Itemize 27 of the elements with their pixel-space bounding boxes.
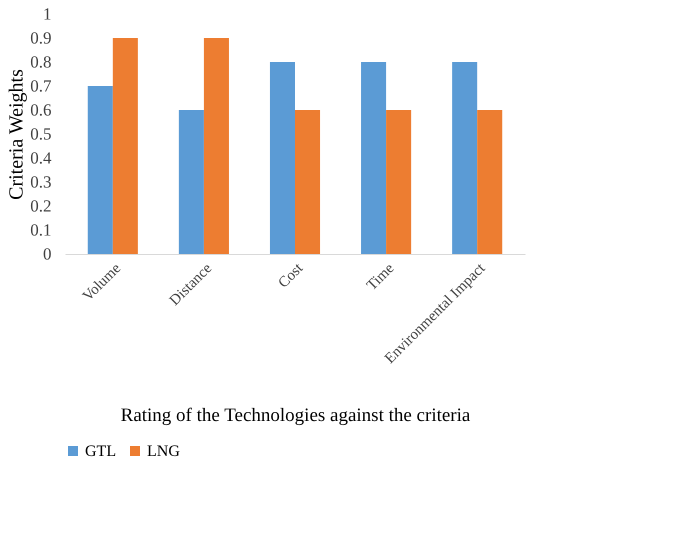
y-tick-label: 0 (43, 244, 52, 264)
y-tick-label: 0.5 (30, 124, 52, 144)
bar (178, 110, 204, 254)
y-axis-title: Criteria Weights (5, 68, 28, 200)
x-tick-label: Cost (276, 260, 307, 292)
bar (88, 86, 113, 254)
bar (112, 38, 138, 254)
y-tick-label: 0.3 (30, 172, 52, 192)
legend-label: GTL (85, 443, 116, 460)
bar (452, 62, 478, 254)
x-tick-label: Time (364, 260, 398, 294)
bar (477, 110, 502, 254)
y-tick-label: 0.6 (30, 100, 52, 120)
bar (295, 110, 320, 254)
bar (386, 110, 412, 254)
y-tick-label: 1 (43, 4, 52, 24)
bar (361, 62, 386, 254)
legend-label: LNG (147, 443, 180, 460)
bar (270, 62, 295, 254)
y-tick-label: 0.9 (30, 28, 52, 48)
x-axis-title: Rating of the Technologies against the criteria (120, 405, 471, 426)
y-tick-label: 0.8 (30, 52, 52, 72)
y-tick-label: 0.4 (30, 148, 52, 168)
y-tick-label: 0.1 (30, 220, 52, 240)
bar (204, 38, 229, 254)
y-tick-label: 0.2 (30, 196, 52, 216)
y-tick-label: 0.7 (30, 76, 52, 96)
